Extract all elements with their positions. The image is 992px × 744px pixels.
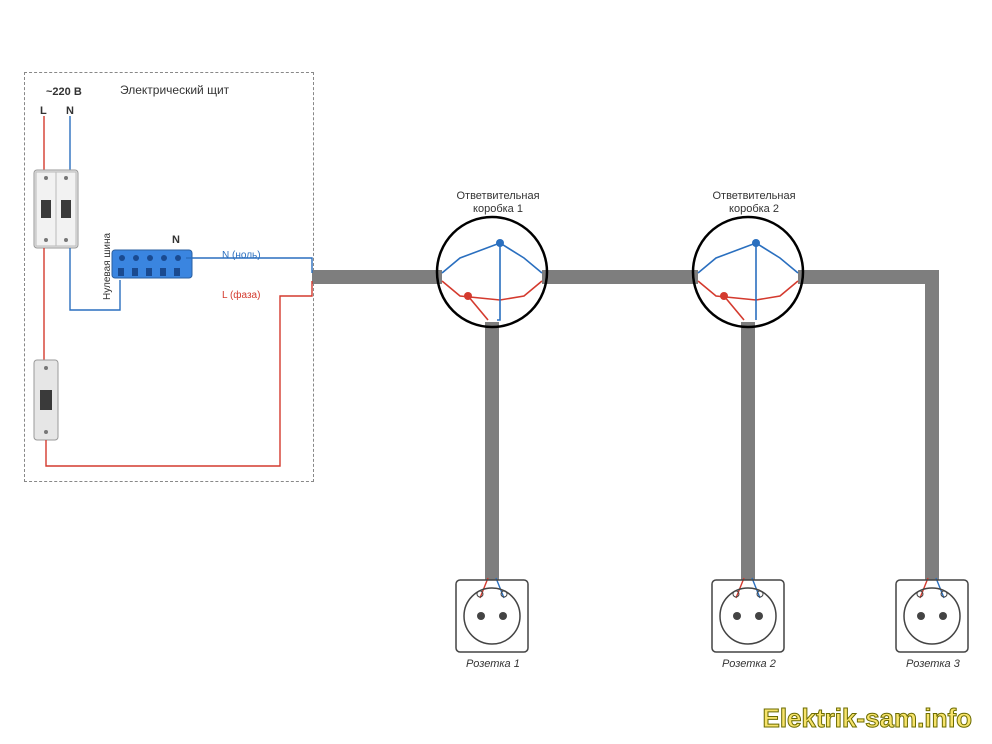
neutral-busbar-icon bbox=[112, 250, 192, 278]
wiring-diagram bbox=[0, 0, 992, 744]
socket-2-icon bbox=[712, 580, 784, 652]
socket-3-icon bbox=[896, 580, 968, 652]
two-pole-breaker-icon bbox=[34, 170, 78, 248]
socket-1-icon bbox=[456, 580, 528, 652]
single-pole-breaker-icon bbox=[34, 360, 58, 440]
